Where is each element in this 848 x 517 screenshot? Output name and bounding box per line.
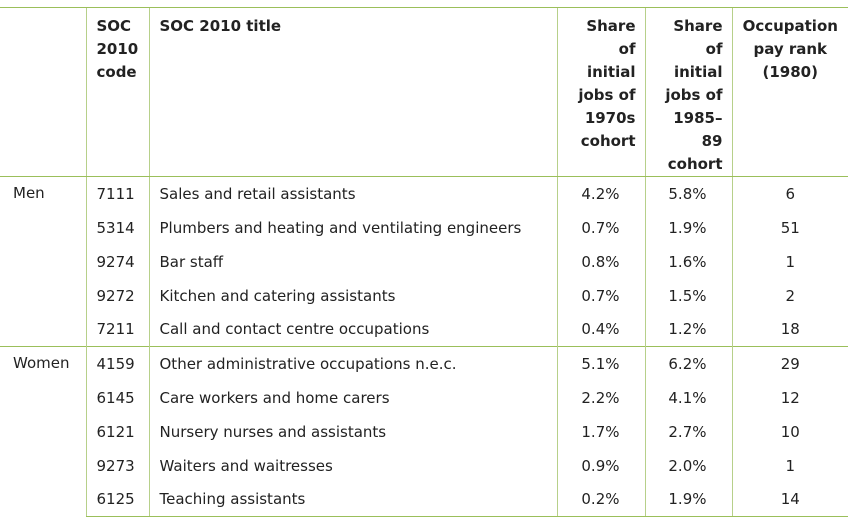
table-row: 7211 Call and contact centre occupations 0… [0,312,848,347]
page: SOC 2010 code SOC 2010 title Share of in… [0,7,848,517]
soc-code-cell: 9274 [85,244,149,279]
table-row: Men 7111 Sales and retail assistants 4.2% 5.… [0,176,848,211]
share-1985-89-cell: 2.0% [644,448,732,483]
pay-rank-cell: 6 [731,176,848,211]
pay-rank-cell: 18 [731,312,848,347]
pay-rank-cell: 14 [731,482,848,517]
table-row: 9274 Bar staff 0.8% 1.6% 1 [0,244,848,279]
share-1985-89-cell: 1.5% [644,278,732,313]
header-soc-title: SOC 2010 title [148,7,557,177]
soc-code-cell: 7111 [85,176,149,211]
table-row: 5314 Plumbers and heating and ventilating… [0,210,848,245]
share-1970s-cell: 0.2% [556,482,645,517]
pay-rank-cell: 1 [731,448,848,483]
share-1970s-cell: 0.8% [556,244,645,279]
share-1970s-cell: 5.1% [556,346,645,381]
share-1985-89-cell: 2.7% [644,414,732,449]
soc-title-cell: Waiters and waitresses [148,448,557,483]
table-row: 6125 Teaching assistants 0.2% 1.9% 14 [0,482,848,517]
share-1970s-cell: 0.4% [556,312,645,347]
share-1985-89-cell: 1.9% [644,482,732,517]
share-1970s-cell: 0.7% [556,210,645,245]
header-share-1970s: Share of initial jobs of 1970s cohort [556,7,645,177]
share-1970s-cell: 1.7% [556,414,645,449]
soc-title-cell: Kitchen and catering assistants [148,278,557,313]
occupations-table: SOC 2010 code SOC 2010 title Share of in… [0,7,848,517]
group-label: Women [0,346,86,517]
soc-code-cell: 4159 [85,346,149,381]
header-pay-rank: Occupation pay rank (1980) [731,7,848,177]
pay-rank-cell: 51 [731,210,848,245]
share-1985-89-cell: 5.8% [644,176,732,211]
header-row: SOC 2010 code SOC 2010 title Share of in… [0,7,848,177]
soc-code-cell: 5314 [85,210,149,245]
share-1985-89-cell: 6.2% [644,346,732,381]
group-label: Men [13,184,45,202]
soc-code-cell: 6121 [85,414,149,449]
soc-title-cell: Call and contact centre occupations [148,312,557,347]
table-row: 6145 Care workers and home carers 2.2% 4.1%… [0,380,848,415]
pay-rank-cell: 12 [731,380,848,415]
share-1970s-cell: 0.7% [556,278,645,313]
table-header: SOC 2010 code SOC 2010 title Share of in… [0,7,848,177]
soc-code-cell: 9273 [85,448,149,483]
share-1985-89-cell: 4.1% [644,380,732,415]
soc-code-cell: 7211 [85,312,149,347]
table-row: 9272 Kitchen and catering assistants 0.7% 1… [0,278,848,313]
pay-rank-cell: 1 [731,244,848,279]
header-share-1985-89: Share of initial jobs of 1985–89 cohort [644,7,732,177]
soc-title-cell: Other administrative occupations n.e.c. [148,346,557,381]
soc-code-cell: 6145 [85,380,149,415]
soc-title-cell: Nursery nurses and assistants [148,414,557,449]
header-group [0,7,86,177]
soc-title-cell: Care workers and home carers [148,380,557,415]
pay-rank-cell: 29 [731,346,848,381]
share-1970s-cell: 0.9% [556,448,645,483]
soc-code-cell: 9272 [85,278,149,313]
share-1970s-cell: 4.2% [556,176,645,211]
soc-code-cell: 6125 [85,482,149,517]
group-men: Men 7111 Sales and retail assistants 4.2% 5.… [0,176,848,347]
share-1970s-cell: 2.2% [556,380,645,415]
soc-title-cell: Plumbers and heating and ventilating eng… [148,210,557,245]
group-women: Women 4159 Other administrative occupation… [0,346,848,517]
table-row: 6121 Nursery nurses and assistants 1.7% 2.7… [0,414,848,449]
soc-title-cell: Teaching assistants [148,482,557,517]
pay-rank-cell: 10 [731,414,848,449]
share-1985-89-cell: 1.9% [644,210,732,245]
table-row: 9273 Waiters and waitresses 0.9% 2.0% 1 [0,448,848,483]
table-row: Women 4159 Other administrative occupation… [0,346,848,517]
share-1985-89-cell: 1.2% [644,312,732,347]
pay-rank-cell: 2 [731,278,848,313]
share-1985-89-cell: 1.6% [644,244,732,279]
soc-title-cell: Sales and retail assistants [148,176,557,211]
soc-title-cell: Bar staff [148,244,557,279]
header-soc-code: SOC 2010 code [85,7,149,177]
